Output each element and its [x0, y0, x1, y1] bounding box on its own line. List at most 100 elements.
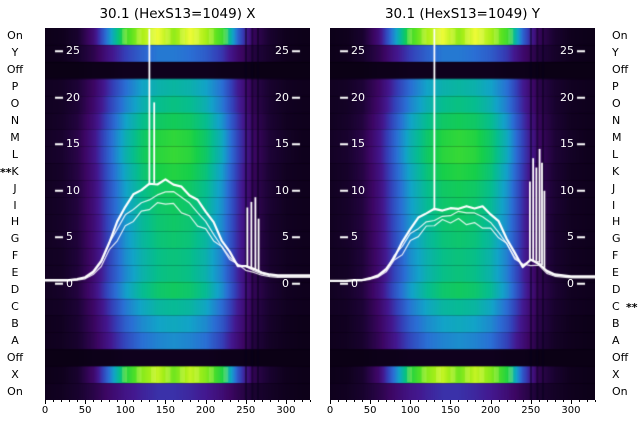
xtick-label-panel1-300: 300	[561, 405, 581, 416]
x-axis-tick-panel0	[310, 400, 311, 402]
channel-label-left-18-a: A	[11, 333, 19, 347]
x-axis-tick-panel1	[378, 400, 380, 402]
ytick-label-right-panel0-15: 15	[275, 137, 289, 151]
x-axis-tick-panel1	[394, 400, 396, 402]
channel-label-left-9-j: J	[13, 181, 17, 195]
x-axis-tick-panel1	[554, 400, 556, 402]
channel-label-left-4-o: O	[10, 97, 20, 111]
x-axis-tick-panel1	[514, 400, 516, 402]
x-axis-tick-panel0	[301, 400, 303, 402]
ytick-label-left-panel1-20: 20	[351, 90, 365, 104]
channel-label-left-6-m: M	[10, 130, 20, 144]
channel-label-right-3-p: P	[612, 80, 619, 94]
xtick-label-panel1-100: 100	[400, 405, 420, 416]
x-axis-tick-panel1	[482, 400, 484, 402]
ytick-label-right-panel0-5: 5	[282, 230, 289, 244]
panel-x-title: 30.1 (HexS13=1049) X	[99, 6, 256, 22]
channel-label-left-14-e: E	[11, 266, 19, 280]
xtick-label-panel0-150: 150	[155, 405, 175, 416]
channel-label-right-19-off: Off	[612, 350, 629, 364]
channel-label-left-13-f: F	[11, 249, 19, 263]
channel-label-right-16-c: C	[612, 300, 620, 313]
channel-label-left-8-k: K	[11, 164, 19, 178]
ytick-label-right-panel0-25: 25	[275, 44, 289, 58]
ytick-label-left-panel1-25: 25	[351, 44, 365, 58]
xtick-label-panel0-100: 100	[115, 405, 135, 416]
x-axis-tick-panel1	[586, 400, 588, 402]
x-axis-tick-panel0	[269, 400, 271, 402]
xtick-label-panel0-300: 300	[276, 405, 296, 416]
channel-label-left-2-off: Off	[6, 63, 24, 77]
x-axis-tick-panel1	[330, 400, 331, 404]
x-axis-tick-panel0	[141, 400, 143, 402]
x-axis-tick-panel0	[245, 400, 247, 404]
x-axis-tick-panel0	[61, 400, 63, 402]
ytick-label-left-panel0-15: 15	[66, 137, 80, 151]
channel-label-right-10-i: I	[612, 198, 616, 212]
x-axis-tick-panel0	[261, 400, 263, 402]
channel-label-right-6-m: M	[612, 130, 622, 144]
selected-channel-marker-left: **	[0, 165, 12, 179]
x-axis-tick-panel1	[370, 400, 372, 404]
channel-label-right-12-g: G	[612, 232, 621, 246]
selected-channel-marker-right: **	[626, 301, 638, 314]
x-axis-tick-panel0	[69, 400, 71, 402]
channel-label-right-17-b: B	[612, 316, 620, 330]
ytick-label-right-panel1-15: 15	[560, 137, 574, 151]
ytick-label-left-panel0-20: 20	[66, 90, 80, 104]
channel-label-right-1-y: Y	[612, 46, 619, 60]
channel-label-left-11-h: H	[10, 215, 20, 229]
x-axis-tick-panel1	[386, 400, 388, 402]
x-axis-tick-panel1	[562, 400, 564, 402]
channel-label-right-18-a: A	[612, 333, 620, 347]
x-axis-tick-panel0	[205, 400, 207, 404]
x-axis-tick-panel0	[85, 400, 87, 404]
channel-label-left-21-on: On	[7, 384, 23, 398]
x-axis-tick-panel1	[578, 400, 580, 402]
x-axis-tick-panel0	[77, 400, 79, 402]
x-axis-tick-panel1	[458, 400, 460, 402]
x-axis-tick-panel0	[45, 400, 46, 404]
x-axis-tick-panel1	[338, 400, 340, 402]
ytick-label-left-panel1-15: 15	[351, 137, 365, 151]
channel-label-right-15-d: D	[612, 283, 621, 297]
channel-label-right-0-on: On	[612, 29, 628, 43]
x-axis-tick-panel0	[237, 400, 239, 402]
x-axis-tick-panel1	[506, 400, 508, 402]
ytick-label-left-panel1-10: 10	[351, 183, 365, 197]
x-axis-tick-panel1	[442, 400, 444, 402]
x-axis-tick-panel0	[253, 400, 255, 402]
ytick-label-right-panel1-10: 10	[560, 183, 574, 197]
channel-label-left-5-n: N	[10, 114, 20, 127]
x-axis-tick-panel0	[157, 400, 159, 402]
ytick-label-left-panel1-5: 5	[351, 230, 358, 244]
x-axis-tick-panel0	[197, 400, 199, 402]
channel-label-left-12-g: G	[10, 232, 20, 246]
x-axis-tick-panel0	[101, 400, 103, 402]
xtick-label-panel0-200: 200	[196, 405, 216, 416]
channel-label-left-20-x: X	[11, 367, 19, 381]
channel-label-right-20-x: X	[612, 367, 620, 381]
xtick-label-panel0-0: 0	[41, 405, 49, 416]
x-axis-tick-panel0	[173, 400, 175, 402]
x-axis-tick-panel0	[125, 400, 127, 404]
x-axis-tick-panel1	[570, 400, 572, 404]
ytick-label-right-panel1-5: 5	[567, 230, 574, 244]
channel-label-right-14-e: E	[612, 266, 619, 280]
x-axis-tick-panel0	[133, 400, 135, 402]
channel-label-left-10-i: I	[13, 198, 17, 212]
channel-label-left-16-c: C	[11, 300, 19, 313]
x-axis-tick-panel1	[530, 400, 532, 404]
panel-y-heatmap-plot	[330, 28, 595, 400]
x-axis-tick-panel1	[474, 400, 476, 402]
channel-label-left-17-b: B	[11, 316, 19, 330]
x-axis-tick-panel1	[466, 400, 468, 402]
channel-label-left-3-p: P	[11, 80, 19, 94]
x-axis-tick-panel1	[426, 400, 428, 402]
x-axis-tick-panel1	[418, 400, 420, 402]
channel-label-left-0-on: On	[7, 29, 23, 43]
channel-label-right-11-h: H	[612, 215, 621, 229]
ytick-label-right-panel1-20: 20	[560, 90, 574, 104]
x-axis-tick-panel1	[538, 400, 540, 402]
